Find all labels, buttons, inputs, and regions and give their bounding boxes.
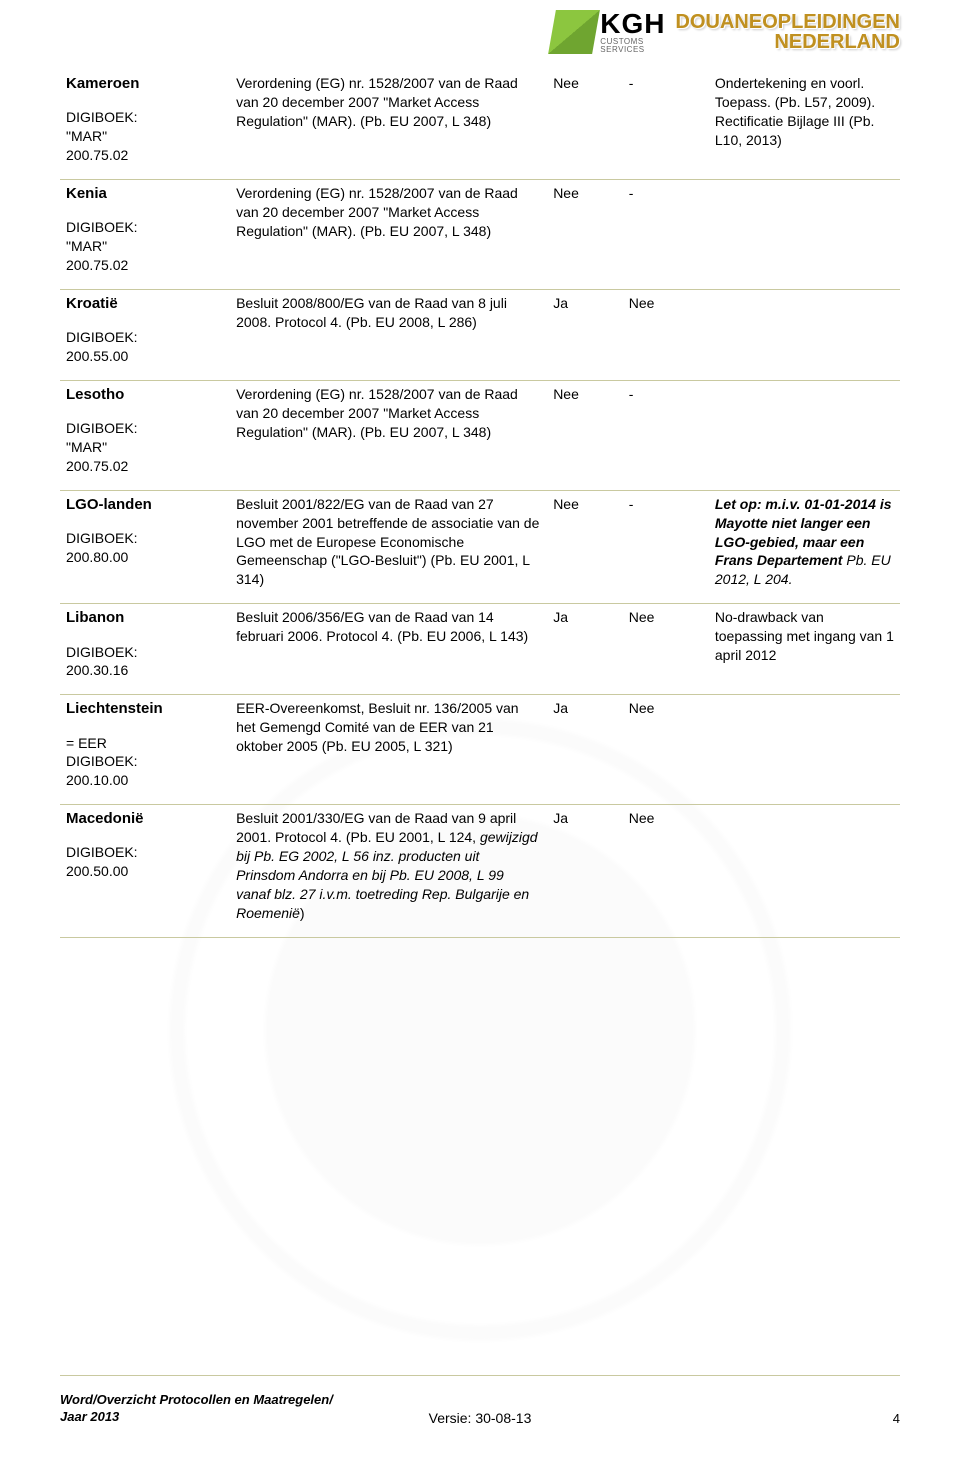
logo-douane-line2: NEDERLAND	[676, 32, 900, 52]
cell-country: Lesotho DIGIBOEK:"MAR"200.75.02	[60, 380, 230, 490]
country-name: Lesotho	[66, 385, 224, 405]
cell-legal: Verordening (EG) nr. 1528/2007 van de Ra…	[230, 179, 547, 289]
cell-note	[709, 179, 900, 289]
footer-left: Word/Overzicht Protocollen en Maatregele…	[60, 1392, 333, 1426]
country-name: Libanon	[66, 608, 224, 628]
cell-col4: -	[623, 490, 709, 603]
cell-col3: Ja	[547, 695, 623, 805]
digiboek-block: DIGIBOEK:200.50.00	[66, 843, 224, 881]
cell-legal: Besluit 2008/800/EG van de Raad van 8 ju…	[230, 289, 547, 380]
cell-col3: Ja	[547, 289, 623, 380]
country-name: Kenia	[66, 184, 224, 204]
logo-kgh-sub2: SERVICES	[600, 46, 665, 54]
cell-col3: Nee	[547, 490, 623, 603]
table-row: Kenia DIGIBOEK:"MAR"200.75.02Verordening …	[60, 179, 900, 289]
footer-rule	[60, 1375, 900, 1376]
cell-country: Macedonië DIGIBOEK:200.50.00	[60, 805, 230, 937]
digiboek-block: DIGIBOEK:"MAR"200.75.02	[66, 218, 224, 275]
digiboek-block: DIGIBOEK:"MAR"200.75.02	[66, 419, 224, 476]
cell-legal: EER-Overeenkomst, Besluit nr. 136/2005 v…	[230, 695, 547, 805]
cell-legal: Verordening (EG) nr. 1528/2007 van de Ra…	[230, 380, 547, 490]
cell-note	[709, 805, 900, 937]
cell-legal: Besluit 2001/822/EG van de Raad van 27 n…	[230, 490, 547, 603]
cell-col4: -	[623, 179, 709, 289]
cell-col4: Nee	[623, 289, 709, 380]
cell-col3: Ja	[547, 604, 623, 695]
table-row: Liechtenstein = EERDIGIBOEK:200.10.00EER-…	[60, 695, 900, 805]
table-row: Lesotho DIGIBOEK:"MAR"200.75.02Verordenin…	[60, 380, 900, 490]
country-name: Kroatië	[66, 294, 224, 314]
footer-center: Versie: 30-08-13	[429, 1410, 532, 1426]
cell-col4: -	[623, 70, 709, 179]
cell-col3: Nee	[547, 179, 623, 289]
cell-col4: Nee	[623, 805, 709, 937]
cell-country: Libanon DIGIBOEK:200.30.16	[60, 604, 230, 695]
digiboek-block: DIGIBOEK:"MAR"200.75.02	[66, 108, 224, 165]
page-header: KGH CUSTOMS SERVICES DOUANEOPLEIDINGEN N…	[552, 10, 900, 54]
country-name: Macedonië	[66, 809, 224, 829]
table-row: Libanon DIGIBOEK:200.30.16Besluit 2006/35…	[60, 604, 900, 695]
cell-country: Kameroen DIGIBOEK:"MAR"200.75.02	[60, 70, 230, 179]
cell-note: Ondertekening en voorl. Toepass. (Pb. L5…	[709, 70, 900, 179]
logo-kgh-text: KGH	[600, 10, 665, 38]
table-row: Macedonië DIGIBOEK:200.50.00Besluit 2001/…	[60, 805, 900, 937]
logo-kgh: KGH CUSTOMS SERVICES	[552, 10, 665, 54]
cell-note	[709, 380, 900, 490]
cell-col4: Nee	[623, 604, 709, 695]
cell-col3: Nee	[547, 70, 623, 179]
table-row: Kameroen DIGIBOEK:"MAR"200.75.02Verordeni…	[60, 70, 900, 179]
table-row: LGO-landen DIGIBOEK:200.80.00Besluit 2001…	[60, 490, 900, 603]
cell-col4: -	[623, 380, 709, 490]
cell-country: LGO-landen DIGIBOEK:200.80.00	[60, 490, 230, 603]
cell-note: No-drawback van toepassing met ingang va…	[709, 604, 900, 695]
cell-country: Kroatië DIGIBOEK:200.55.00	[60, 289, 230, 380]
country-name: Liechtenstein	[66, 699, 224, 719]
digiboek-block: DIGIBOEK:200.30.16	[66, 643, 224, 681]
page-footer: Word/Overzicht Protocollen en Maatregele…	[60, 1392, 900, 1426]
cell-col4: Nee	[623, 695, 709, 805]
cell-note: Let op: m.i.v. 01-01-2014 is Mayotte nie…	[709, 490, 900, 603]
cell-col3: Ja	[547, 805, 623, 937]
footer-left-line1: Word/Overzicht Protocollen en Maatregele…	[60, 1392, 333, 1407]
cell-note	[709, 695, 900, 805]
footer-left-line2: Jaar 2013	[60, 1409, 119, 1424]
cell-note	[709, 289, 900, 380]
cell-legal: Besluit 2006/356/EG van de Raad van 14 f…	[230, 604, 547, 695]
digiboek-block: DIGIBOEK:200.80.00	[66, 529, 224, 567]
cell-legal: Verordening (EG) nr. 1528/2007 van de Ra…	[230, 70, 547, 179]
country-name: Kameroen	[66, 74, 224, 94]
digiboek-block: = EERDIGIBOEK:200.10.00	[66, 734, 224, 791]
cell-legal: Besluit 2001/330/EG van de Raad van 9 ap…	[230, 805, 547, 937]
table-row: Kroatië DIGIBOEK:200.55.00Besluit 2008/80…	[60, 289, 900, 380]
protocols-table: KameroenDIGIBOEK:"MAR"200.75.02Verordeni…	[60, 70, 900, 938]
logo-douane: DOUANEOPLEIDINGEN NEDERLAND	[676, 12, 900, 52]
digiboek-block: DIGIBOEK:200.55.00	[66, 328, 224, 366]
cell-col3: Nee	[547, 380, 623, 490]
cell-country: Kenia DIGIBOEK:"MAR"200.75.02	[60, 179, 230, 289]
footer-page-number: 4	[893, 1411, 900, 1426]
country-name: LGO-landen	[66, 495, 224, 515]
cell-country: Liechtenstein = EERDIGIBOEK:200.10.00	[60, 695, 230, 805]
logo-kgh-shape	[548, 10, 600, 54]
logo-douane-line1: DOUANEOPLEIDINGEN	[676, 12, 900, 32]
